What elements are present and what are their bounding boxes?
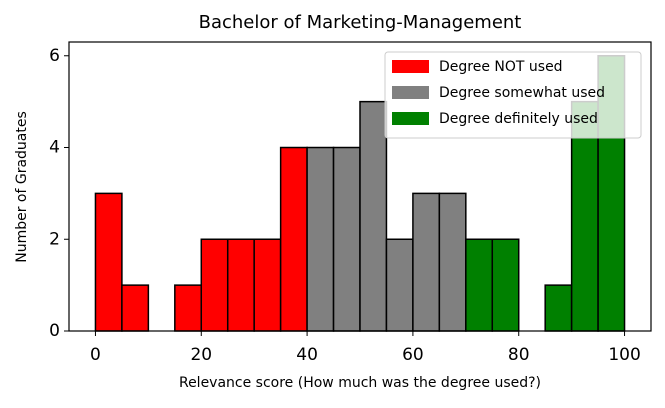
x-tick-label: 0 bbox=[90, 345, 101, 365]
chart-title: Bachelor of Marketing-Management bbox=[199, 12, 522, 33]
bar bbox=[279, 146, 308, 332]
x-axis-label: Relevance score (How much was the degree… bbox=[179, 375, 541, 391]
x-tick-label: 20 bbox=[190, 345, 212, 365]
legend-swatch bbox=[392, 60, 429, 73]
y-tick-label: 2 bbox=[49, 229, 60, 249]
bar bbox=[465, 238, 494, 332]
y-tick-label: 0 bbox=[49, 321, 60, 341]
bar bbox=[385, 238, 414, 332]
bar bbox=[412, 192, 441, 332]
bar bbox=[306, 146, 335, 332]
legend-label: Degree somewhat used bbox=[439, 85, 605, 101]
y-tick-label: 6 bbox=[49, 46, 60, 66]
x-tick-label: 80 bbox=[508, 345, 530, 365]
bar bbox=[226, 238, 255, 332]
bar bbox=[332, 146, 361, 332]
bar bbox=[359, 100, 388, 332]
y-axis-label: Number of Graduates bbox=[14, 111, 30, 263]
legend-swatch bbox=[392, 86, 429, 99]
x-tick-label: 100 bbox=[608, 345, 640, 365]
legend-label: Degree NOT used bbox=[439, 59, 563, 75]
bar bbox=[438, 192, 467, 332]
legend-label: Degree definitely used bbox=[439, 111, 598, 127]
bar bbox=[174, 284, 203, 332]
x-tick-label: 60 bbox=[402, 345, 424, 365]
axes-frame bbox=[68, 41, 652, 332]
bar bbox=[200, 238, 229, 332]
x-tick-label: 40 bbox=[296, 345, 318, 365]
bar bbox=[94, 192, 123, 332]
bar bbox=[544, 284, 573, 332]
legend-swatch bbox=[392, 112, 429, 125]
y-tick-label: 4 bbox=[49, 138, 60, 158]
legend: Degree NOT used Degree somewhat used Degre… bbox=[384, 51, 642, 139]
bar bbox=[121, 284, 150, 332]
bar bbox=[253, 238, 282, 332]
legend-frame bbox=[384, 51, 642, 139]
bar bbox=[491, 238, 520, 332]
